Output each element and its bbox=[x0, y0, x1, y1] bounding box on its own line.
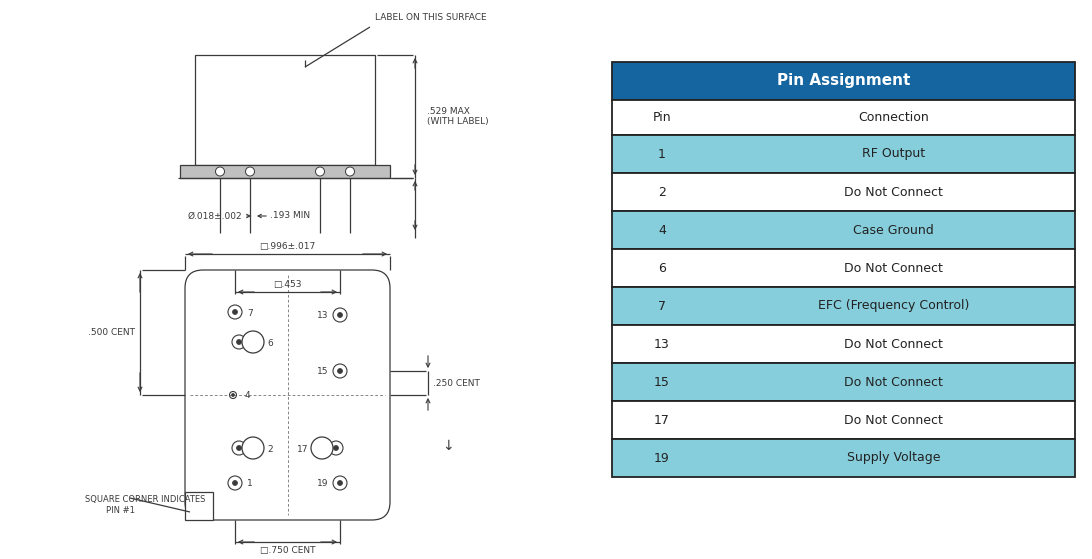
Text: 1: 1 bbox=[658, 148, 666, 160]
Bar bbox=[612, 211, 1075, 249]
Circle shape bbox=[333, 446, 339, 451]
Bar bbox=[612, 173, 1075, 211]
Text: Ø.018±.002: Ø.018±.002 bbox=[188, 211, 242, 220]
Text: 19: 19 bbox=[654, 452, 669, 465]
Circle shape bbox=[329, 441, 343, 455]
Text: Do Not Connect: Do Not Connect bbox=[844, 262, 942, 274]
Circle shape bbox=[311, 437, 333, 459]
Text: 2: 2 bbox=[268, 444, 273, 453]
Text: 4: 4 bbox=[245, 391, 251, 400]
Text: 15: 15 bbox=[317, 367, 328, 377]
Circle shape bbox=[237, 339, 241, 344]
Text: Do Not Connect: Do Not Connect bbox=[844, 186, 942, 198]
Text: Do Not Connect: Do Not Connect bbox=[844, 338, 942, 350]
Bar bbox=[180, 165, 390, 178]
Circle shape bbox=[337, 481, 343, 486]
Bar bbox=[612, 287, 1075, 325]
Text: Pin Assignment: Pin Assignment bbox=[776, 73, 911, 88]
Text: .193 MIN: .193 MIN bbox=[270, 211, 310, 220]
Text: 19: 19 bbox=[317, 480, 328, 489]
Bar bbox=[612, 100, 1075, 135]
Text: Do Not Connect: Do Not Connect bbox=[844, 414, 942, 427]
Circle shape bbox=[233, 481, 237, 486]
Text: Do Not Connect: Do Not Connect bbox=[844, 376, 942, 389]
Circle shape bbox=[316, 167, 324, 176]
Bar bbox=[612, 401, 1075, 439]
Text: 17: 17 bbox=[297, 444, 308, 453]
Text: LABEL ON THIS SURFACE: LABEL ON THIS SURFACE bbox=[375, 13, 487, 22]
Text: Supply Voltage: Supply Voltage bbox=[846, 452, 940, 465]
Text: ↓: ↓ bbox=[442, 438, 454, 452]
Circle shape bbox=[337, 312, 343, 318]
Bar bbox=[195, 55, 375, 165]
Circle shape bbox=[237, 446, 241, 451]
Circle shape bbox=[229, 391, 237, 399]
Bar bbox=[612, 363, 1075, 401]
Text: 7: 7 bbox=[658, 300, 666, 312]
Circle shape bbox=[228, 305, 242, 319]
Circle shape bbox=[242, 331, 264, 353]
Text: .529 MAX
(WITH LABEL): .529 MAX (WITH LABEL) bbox=[427, 107, 488, 126]
Circle shape bbox=[232, 394, 235, 396]
FancyBboxPatch shape bbox=[185, 270, 390, 520]
Circle shape bbox=[228, 476, 242, 490]
Circle shape bbox=[232, 441, 246, 455]
Text: □.750 CENT: □.750 CENT bbox=[260, 546, 316, 555]
Text: Connection: Connection bbox=[858, 111, 929, 124]
Circle shape bbox=[233, 310, 237, 315]
Text: RF Output: RF Output bbox=[862, 148, 925, 160]
Circle shape bbox=[215, 167, 225, 176]
Text: SQUARE CORNER INDICATES
        PIN #1: SQUARE CORNER INDICATES PIN #1 bbox=[85, 495, 205, 515]
Text: □.453: □.453 bbox=[273, 280, 301, 288]
Text: 7: 7 bbox=[247, 309, 252, 318]
Circle shape bbox=[345, 167, 355, 176]
Bar bbox=[612, 325, 1075, 363]
Text: 4: 4 bbox=[658, 224, 666, 236]
Circle shape bbox=[333, 476, 347, 490]
Polygon shape bbox=[185, 492, 213, 520]
Text: 13: 13 bbox=[654, 338, 669, 350]
Text: □.996±.017: □.996±.017 bbox=[260, 241, 316, 250]
Text: .250 CENT: .250 CENT bbox=[434, 378, 479, 387]
Bar bbox=[612, 135, 1075, 173]
Text: Pin: Pin bbox=[653, 111, 672, 124]
Text: EFC (Frequency Control): EFC (Frequency Control) bbox=[818, 300, 970, 312]
Circle shape bbox=[232, 335, 246, 349]
Bar bbox=[612, 439, 1075, 477]
Text: 17: 17 bbox=[654, 414, 669, 427]
Text: 15: 15 bbox=[654, 376, 669, 389]
Text: .500 CENT: .500 CENT bbox=[88, 328, 135, 337]
Bar bbox=[612, 62, 1075, 100]
Circle shape bbox=[242, 437, 264, 459]
Text: 6: 6 bbox=[658, 262, 666, 274]
Text: 6: 6 bbox=[268, 339, 273, 348]
Bar bbox=[612, 249, 1075, 287]
Circle shape bbox=[333, 364, 347, 378]
Text: 13: 13 bbox=[317, 311, 328, 320]
Circle shape bbox=[333, 308, 347, 322]
Text: Case Ground: Case Ground bbox=[853, 224, 934, 236]
Text: 1: 1 bbox=[247, 480, 252, 489]
Text: 2: 2 bbox=[658, 186, 666, 198]
Circle shape bbox=[337, 368, 343, 373]
Circle shape bbox=[246, 167, 254, 176]
